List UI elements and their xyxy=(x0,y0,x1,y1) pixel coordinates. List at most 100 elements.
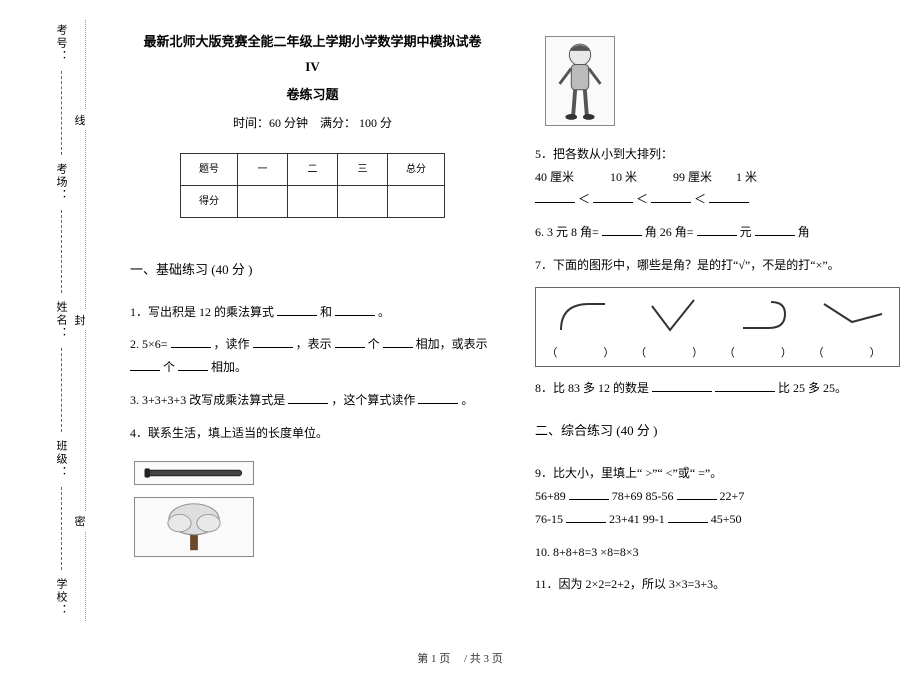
table-header: 一 xyxy=(238,153,288,185)
q-text: ，读作 xyxy=(214,337,253,351)
binding-line xyxy=(61,487,62,571)
angle-shapes-strip: （ ） （ ） （ ） （ ） xyxy=(535,287,900,367)
score-table: 题号 一 二 三 总分 得分 xyxy=(180,153,445,218)
fold-dotted-line: 线 封 密 xyxy=(85,20,86,621)
question-3: 3. 3+3+3+3 改写成乘法算式是 ，这个算式读作 。 xyxy=(130,389,495,412)
fill-blank xyxy=(755,222,795,236)
fill-blank xyxy=(288,390,328,404)
fill-blank xyxy=(602,222,642,236)
question-4: 4．联系生活，填上适当的长度单位。 xyxy=(130,422,495,445)
fill-blank xyxy=(178,357,208,371)
fold-mark: 密 xyxy=(75,511,86,531)
left-column: 最新北师大版竞赛全能二年级上学期小学数学期中模拟试卷 IV 卷练习题 时间：60… xyxy=(130,30,495,606)
q-text: 56+89 xyxy=(535,489,566,503)
exam-title: 最新北师大版竞赛全能二年级上学期小学数学期中模拟试卷 IV xyxy=(130,30,495,79)
question-7: 7．下面的图形中，哪些是角？是的打“√”，不是的打“×”。 xyxy=(535,254,900,277)
q-text: 22+7 xyxy=(720,489,745,503)
fill-blank xyxy=(335,334,365,348)
shape-cell: （ ） xyxy=(546,294,622,364)
q-text: 76-15 xyxy=(535,512,563,526)
q-text: 角 26 角= xyxy=(645,225,694,239)
fill-blank xyxy=(677,486,717,500)
binding-line xyxy=(61,71,62,155)
boy-image xyxy=(545,36,615,126)
question-9: 9．比大小，里填上“ >”“ <”或“ =”。 56+89 78+69 85-5… xyxy=(535,462,900,530)
lt-sign: ＜ xyxy=(578,192,590,206)
q-text: 。 xyxy=(378,305,390,319)
question-6: 6. 3 元 8 角= 角 26 角= 元 角 xyxy=(535,221,900,244)
q-text: 78+69 85-56 xyxy=(612,489,674,503)
paren-blank: （ ） xyxy=(813,343,889,364)
table-cell xyxy=(388,185,445,217)
fold-mark: 线 xyxy=(75,110,86,130)
q-text: 角 xyxy=(798,225,810,239)
fill-blank xyxy=(569,486,609,500)
tree-image xyxy=(134,497,254,557)
q-text: 9．比大小，里填上“ >”“ <”或“ =”。 xyxy=(535,462,900,485)
fill-blank xyxy=(668,509,708,523)
shape-cell: （ ） xyxy=(813,294,889,364)
fold-mark: 封 xyxy=(75,310,86,330)
q-text: 5．把各数从小到大排列： xyxy=(535,143,900,166)
binding-label: 学校： xyxy=(53,578,69,617)
right-column: 5．把各数从小到大排列： 40 厘米 10 米 99 厘米 1 米 ＜ ＜ ＜ … xyxy=(535,30,900,606)
fill-blank xyxy=(383,334,413,348)
binding-label: 考场： xyxy=(53,163,69,202)
q-text: 6. 3 元 8 角= xyxy=(535,225,599,239)
question-2: 2. 5×6= ，读作 ，表示 个 相加，或表示 个 相加。 xyxy=(130,333,495,379)
table-cell xyxy=(288,185,338,217)
q-text: 比 25 多 25。 xyxy=(778,381,847,395)
fill-blank xyxy=(593,189,633,203)
fill-blank xyxy=(335,302,375,316)
question-8: 8．比 83 多 12 的数是 比 25 多 25。 xyxy=(535,377,900,400)
q-text: 个 xyxy=(163,360,175,374)
fill-blank xyxy=(715,378,775,392)
q5-blanks: ＜ ＜ ＜ xyxy=(535,188,900,211)
table-cell xyxy=(338,185,388,217)
stick-image xyxy=(134,461,254,485)
shape-obtuse-icon xyxy=(816,294,886,339)
shape-curve-icon xyxy=(549,294,619,339)
q-text: 45+50 xyxy=(711,512,742,526)
paren-blank: （ ） xyxy=(635,343,711,364)
binding-label: 考号： xyxy=(53,24,69,63)
exam-timing: 时间：60 分钟 满分： 100 分 xyxy=(130,112,495,135)
fill-blank xyxy=(535,189,575,203)
q-options: 40 厘米 10 米 99 厘米 1 米 xyxy=(535,166,900,189)
q-text: ，表示 xyxy=(296,337,335,351)
fill-blank xyxy=(171,334,211,348)
q-text: 8．比 83 多 12 的数是 xyxy=(535,381,652,395)
binding-line xyxy=(61,348,62,432)
lt-sign: ＜ xyxy=(694,192,706,206)
page-footer: 第 1 页 / 共 3 页 xyxy=(0,650,920,666)
exam-subtitle: 卷练习题 xyxy=(130,83,495,108)
q-text: 2. 5×6= xyxy=(130,337,171,351)
fill-blank xyxy=(697,222,737,236)
q9-row1: 56+89 78+69 85-56 22+7 xyxy=(535,485,900,508)
binding-line xyxy=(61,210,62,294)
paren-blank: （ ） xyxy=(724,343,800,364)
table-row-label: 得分 xyxy=(181,185,238,217)
shape-hook-icon xyxy=(727,294,797,339)
binding-label: 姓名： xyxy=(53,301,69,340)
q-text: ，这个算式读作 xyxy=(331,393,418,407)
table-header: 三 xyxy=(338,153,388,185)
question-10: 10. 8+8+8=3 ×8=8×3 xyxy=(535,541,900,564)
question-11: 11．因为 2×2=2+2，所以 3×3=3+3。 xyxy=(535,573,900,596)
shape-check-icon xyxy=(638,294,708,339)
fill-blank xyxy=(651,189,691,203)
table-cell xyxy=(238,185,288,217)
q-text: 23+41 99-1 xyxy=(609,512,665,526)
table-header: 题号 xyxy=(181,153,238,185)
lt-sign: ＜ xyxy=(636,192,648,206)
q-text: 和 xyxy=(320,305,332,319)
section-1-title: 一、基础练习 (40 分 ) xyxy=(130,258,495,283)
q-text: 。 xyxy=(461,393,473,407)
paren-blank: （ ） xyxy=(546,343,622,364)
question-1: 1．写出积是 12 的乘法算式 和 。 xyxy=(130,301,495,324)
question-5: 5．把各数从小到大排列： 40 厘米 10 米 99 厘米 1 米 ＜ ＜ ＜ xyxy=(535,143,900,211)
table-header: 二 xyxy=(288,153,338,185)
shape-cell: （ ） xyxy=(635,294,711,364)
binding-edge: 考号： 考场： 姓名： 班级： 学校： xyxy=(45,20,77,621)
shape-cell: （ ） xyxy=(724,294,800,364)
